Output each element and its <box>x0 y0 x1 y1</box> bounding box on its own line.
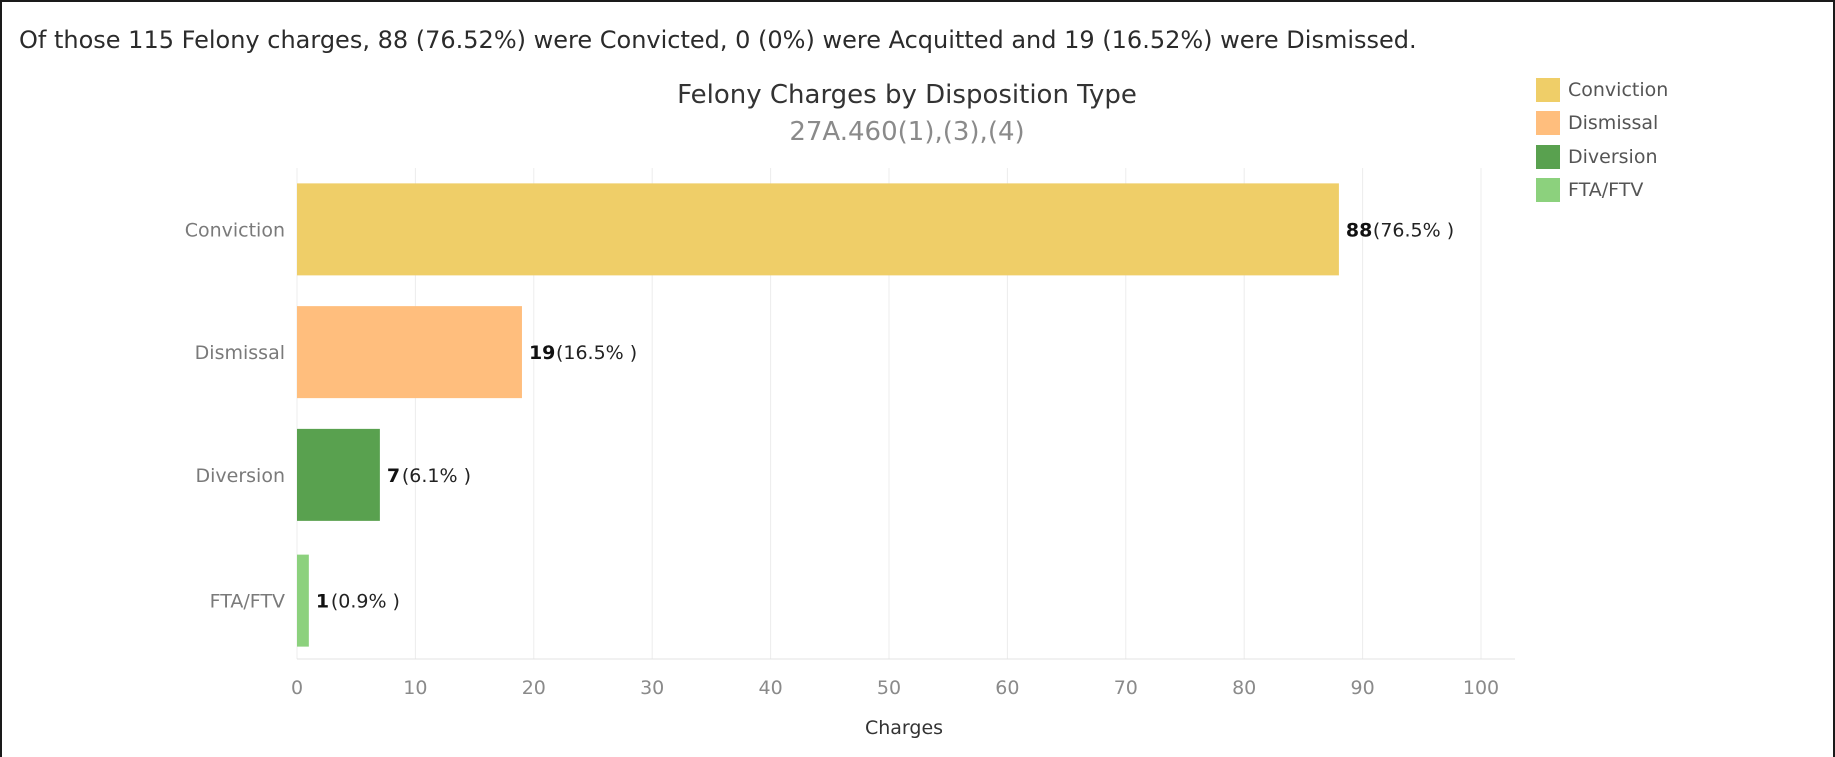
x-tick-label: 10 <box>403 677 427 699</box>
x-tick-label: 60 <box>995 677 1019 699</box>
chart-title: Felony Charges by Disposition Type <box>677 80 1137 110</box>
x-tick-label: 80 <box>1232 677 1256 699</box>
category-label: Conviction <box>185 219 285 241</box>
data-label-value: 19 <box>529 342 555 364</box>
x-axis-title: Charges <box>865 717 943 739</box>
bar-dismissal <box>297 306 522 399</box>
legend-swatch <box>1536 178 1560 203</box>
legend-label: Conviction <box>1568 78 1669 101</box>
data-label-percent: (0.9% ) <box>331 591 400 613</box>
x-tick-label: 70 <box>1114 677 1138 699</box>
data-label-value: 1 <box>316 591 329 613</box>
x-tick-label: 90 <box>1351 677 1375 699</box>
bar-diversion <box>297 428 380 521</box>
x-tick-label: 40 <box>759 677 783 699</box>
legend-label: Dismissal <box>1568 112 1659 135</box>
chart-subtitle: 27A.460(1),(3),(4) <box>789 117 1025 147</box>
x-tick-label: 20 <box>522 677 546 699</box>
category-label: Diversion <box>196 465 286 487</box>
category-label: Dismissal <box>195 342 285 364</box>
chart-legend: Conviction Dismissal Diversion FTA/FTV <box>1536 73 1668 207</box>
data-label-value: 7 <box>387 465 400 487</box>
legend-item-dismissal[interactable]: Dismissal <box>1536 107 1668 141</box>
legend-swatch <box>1536 144 1560 169</box>
legend-swatch <box>1536 77 1560 102</box>
legend-label: FTA/FTV <box>1568 179 1644 202</box>
x-tick-label: 0 <box>291 677 303 699</box>
x-tick-label: 50 <box>877 677 901 699</box>
legend-item-diversion[interactable]: Diversion <box>1536 140 1668 174</box>
data-label-percent: (76.5% ) <box>1373 219 1454 241</box>
data-label-percent: (16.5% ) <box>556 342 637 364</box>
x-tick-label: 100 <box>1463 677 1499 699</box>
legend-swatch <box>1536 111 1560 136</box>
bar-fta-ftv <box>297 554 309 647</box>
summary-text: Of those 115 Felony charges, 88 (76.52%)… <box>19 26 1417 54</box>
legend-label: Diversion <box>1568 145 1658 168</box>
legend-item-fta-ftv[interactable]: FTA/FTV <box>1536 174 1668 208</box>
data-label-value: 88 <box>1346 219 1372 241</box>
x-tick-label: 30 <box>640 677 664 699</box>
legend-item-conviction[interactable]: Conviction <box>1536 73 1668 107</box>
bar-conviction <box>297 183 1339 276</box>
category-label: FTA/FTV <box>210 591 285 613</box>
data-label-percent: (6.1% ) <box>402 465 471 487</box>
